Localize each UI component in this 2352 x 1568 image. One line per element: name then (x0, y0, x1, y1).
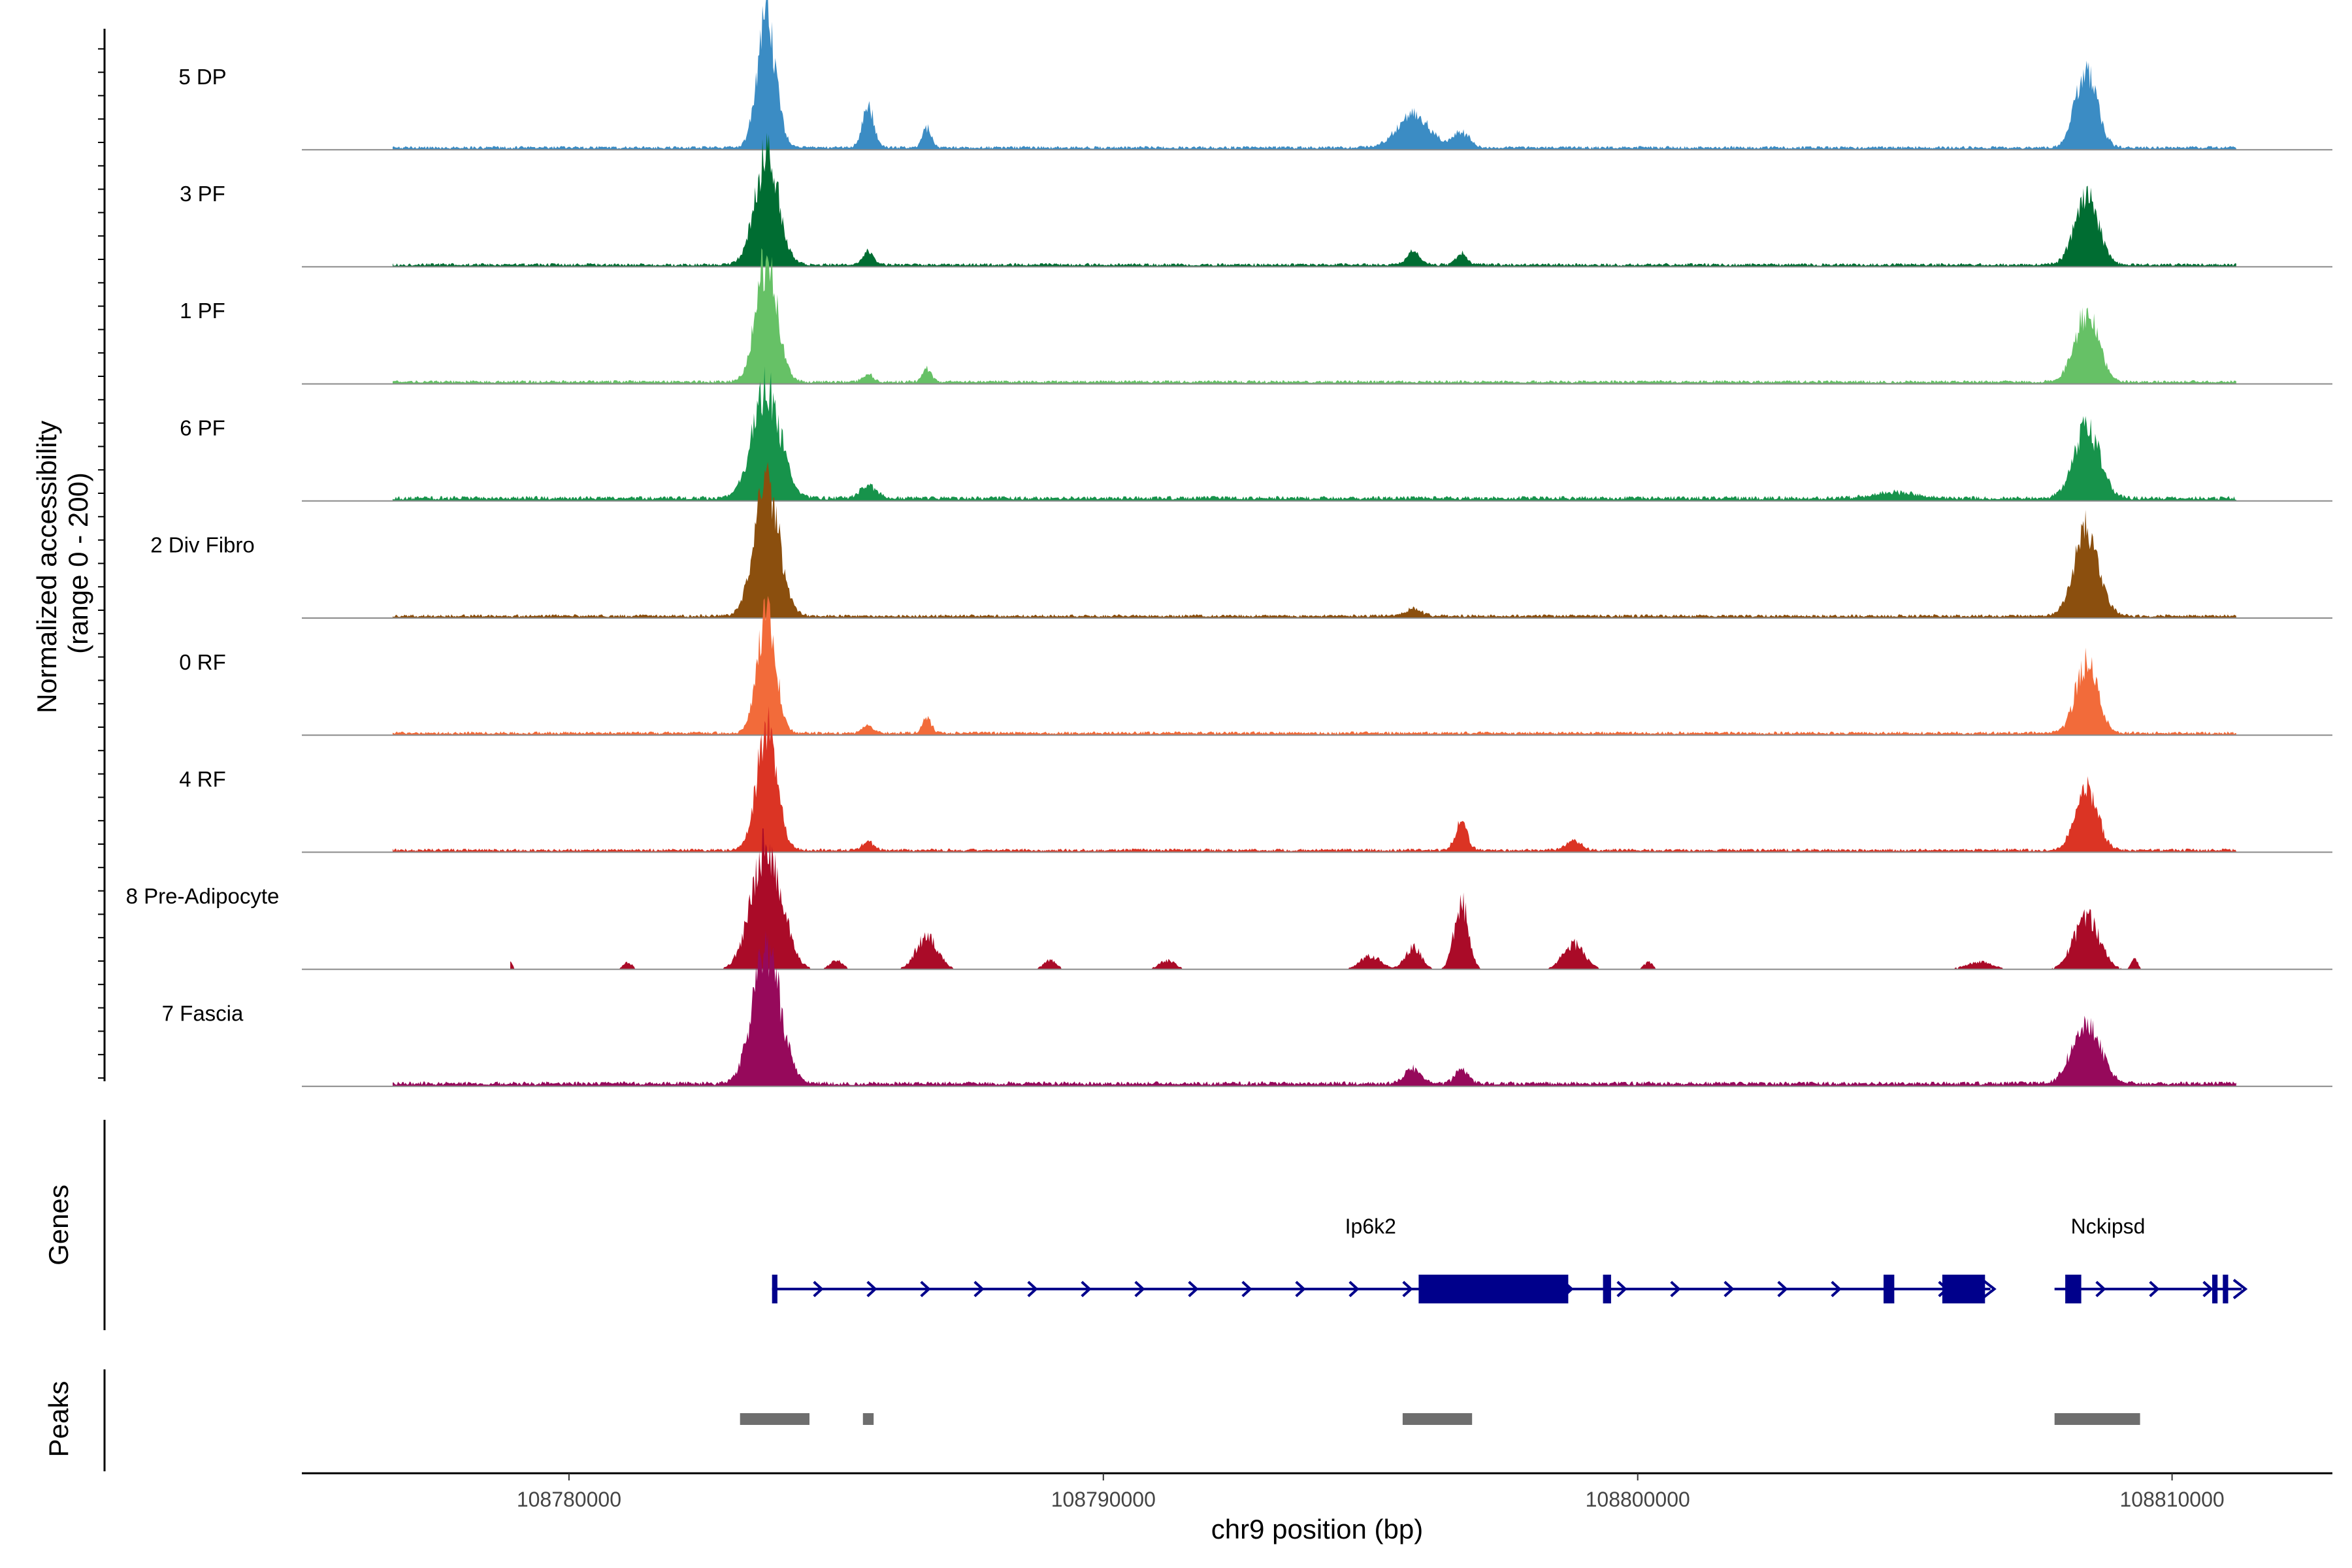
gene-label: Nckipsd (2071, 1215, 2146, 1238)
strand-arrow (1777, 1281, 1788, 1298)
strand-arrow (1670, 1281, 1681, 1298)
gene-exon (1418, 1275, 1569, 1303)
strand-arrow (2149, 1281, 2160, 1298)
track-7: 4 RF (179, 706, 2332, 853)
coverage-area (393, 366, 2236, 501)
gene-label: Ip6k2 (1345, 1215, 1396, 1238)
gene-exon (2212, 1275, 2218, 1303)
coverage-area (393, 133, 2236, 267)
track-3: 1 PF (180, 248, 2332, 385)
coverage-area (393, 462, 2236, 618)
gene-exon (2065, 1275, 2082, 1303)
strand-arrow (813, 1281, 824, 1298)
strand-arrow (1831, 1281, 1842, 1298)
strand-arrow (1188, 1281, 1199, 1298)
peak-region (740, 1413, 809, 1425)
track-label: 5 DP (178, 65, 226, 89)
gene-exon (2223, 1275, 2229, 1303)
coverage-area (393, 596, 2236, 736)
x-axis-title: chr9 position (bp) (1211, 1514, 1424, 1544)
strand-arrow (1616, 1281, 1627, 1298)
track-label: 3 PF (180, 182, 225, 206)
track-6: 0 RF (179, 596, 2332, 736)
peak-region (1402, 1413, 1473, 1425)
strand-arrow (1348, 1281, 1360, 1298)
coverage-tracks: 5 DP 3 PF 1 PF 6 PF 2 Div Fibro 0 RF 4 RF 8 Pre… (126, 0, 2332, 1087)
strand-arrow (973, 1281, 985, 1298)
x-tick-label: 108790000 (1051, 1488, 1156, 1511)
x-tick-label: 108800000 (1586, 1488, 1690, 1511)
strand-arrow (1723, 1281, 1735, 1298)
strand-arrow (1027, 1281, 1038, 1298)
peaks-panel-title: Peaks (43, 1381, 74, 1458)
strand-arrow (1402, 1281, 1413, 1298)
track-label: 8 Pre-Adipocyte (126, 884, 280, 908)
strand-arrow (2202, 1281, 2213, 1298)
coverage-area (393, 248, 2236, 384)
track-label: 1 PF (180, 299, 225, 323)
strand-arrow (1241, 1281, 1252, 1298)
track-9: 7 Fascia (162, 930, 2332, 1087)
gene-exon (1603, 1275, 1611, 1303)
gene-exon (1942, 1275, 1985, 1303)
track-1: 5 DP (178, 0, 2332, 151)
track-8: 8 Pre-Adipocyte (126, 828, 2332, 970)
genes-panel: Genes Ip6k2 Nckipsd (43, 1120, 2248, 1330)
coverage-area (393, 930, 2236, 1086)
strand-arrow (2095, 1281, 2106, 1298)
peak-region (862, 1413, 874, 1425)
track-label: 0 RF (179, 650, 226, 674)
track-label: 6 PF (180, 416, 225, 440)
gene-exon (772, 1275, 777, 1303)
strand-arrow-end (2232, 1279, 2248, 1299)
x-tick-label: 108780000 (517, 1488, 621, 1511)
y-axis: Normalized accessibility (range 0 - 200) (31, 29, 106, 1081)
track-5: 2 Div Fibro (150, 462, 2332, 619)
peak-region (2054, 1413, 2140, 1425)
gene-nckipsd: Nckipsd (2054, 1215, 2248, 1303)
track-label: 7 Fascia (162, 1001, 244, 1025)
strand-arrow (1295, 1281, 1306, 1298)
strand-arrow (866, 1281, 877, 1298)
x-axis: chr9 position (bp) 108780000 108790000 108… (302, 1472, 2332, 1544)
track-label: 2 Div Fibro (150, 533, 255, 557)
track-4: 6 PF (180, 366, 2332, 502)
gene-ip6k2: Ip6k2 (772, 1215, 1997, 1303)
coverage-area (393, 0, 2236, 150)
y-axis-title-line2: (range 0 - 200) (63, 472, 93, 654)
track-2: 3 PF (180, 133, 2332, 268)
coverage-area (393, 706, 2236, 853)
y-axis-title-line1: Normalized accessibility (31, 421, 62, 713)
y-axis-title: Normalized accessibility (range 0 - 200) (31, 413, 93, 713)
peaks-panel: Peaks (43, 1369, 2140, 1471)
strand-arrow (920, 1281, 931, 1298)
strand-arrow-end (1982, 1279, 1997, 1299)
strand-arrow (1134, 1281, 1145, 1298)
genes-panel-title: Genes (43, 1184, 74, 1266)
x-tick-label: 108810000 (2120, 1488, 2225, 1511)
track-label: 4 RF (179, 767, 226, 791)
strand-arrow (1081, 1281, 1092, 1298)
gene-exon (1884, 1275, 1895, 1303)
